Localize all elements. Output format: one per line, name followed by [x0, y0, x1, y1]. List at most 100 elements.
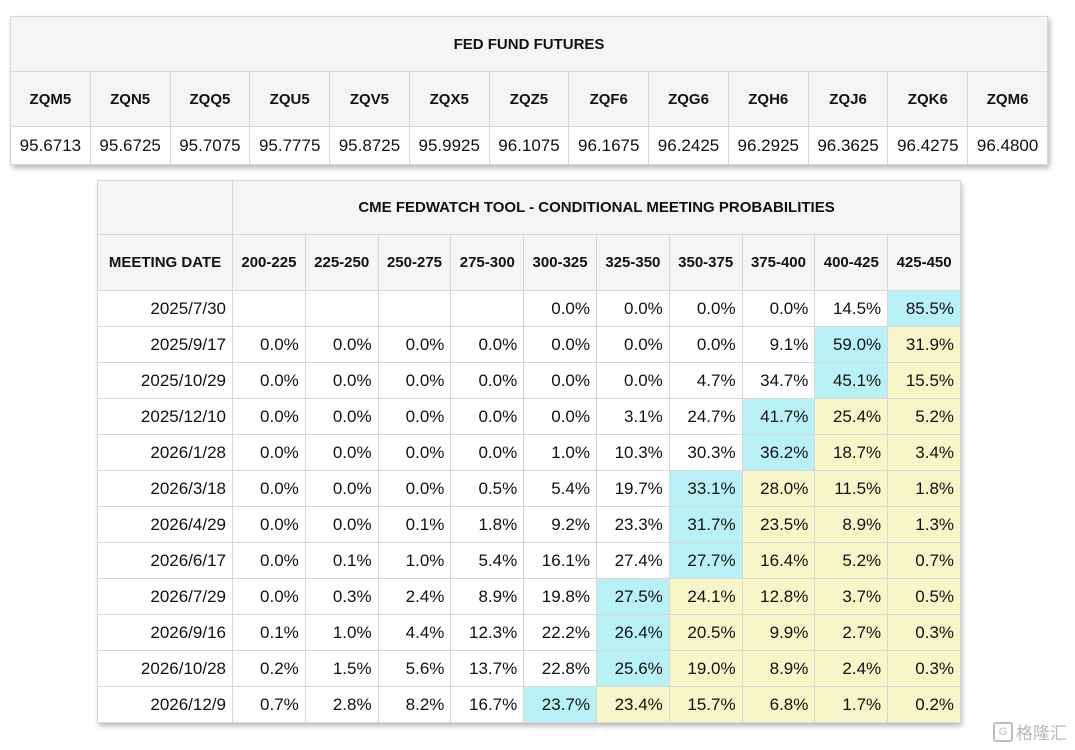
meeting-date: 2026/10/28 [97, 650, 233, 687]
probability-cell: 0.0% [523, 290, 597, 327]
probability-cell: 0.0% [232, 326, 306, 363]
probability-cell: 45.1% [814, 362, 889, 399]
meeting-date: 2026/3/18 [97, 470, 233, 507]
futures-symbol: ZQM5 [10, 71, 91, 127]
probability-cell: 0.3% [887, 650, 962, 687]
probability-cell: 0.0% [232, 578, 306, 615]
probability-cell: 33.1% [668, 470, 743, 507]
probability-cell: 0.0% [232, 506, 306, 543]
probability-cell: 23.7% [523, 686, 597, 723]
meeting-date: 2026/12/9 [97, 686, 233, 723]
probability-cell: 5.2% [887, 398, 962, 435]
probability-cell [304, 290, 379, 327]
futures-symbol: ZQJ6 [807, 71, 889, 127]
probability-cell: 0.0% [450, 434, 525, 471]
meeting-date: 2026/9/16 [97, 614, 233, 651]
futures-symbol: ZQZ5 [488, 71, 570, 127]
probability-cell: 3.4% [887, 434, 962, 471]
probability-cell: 18.7% [814, 434, 889, 471]
probability-cell: 16.7% [450, 686, 525, 723]
probability-cell: 0.2% [232, 650, 306, 687]
probability-cell: 8.9% [814, 506, 889, 543]
probability-cell: 0.5% [450, 470, 525, 507]
meeting-row: 2026/9/16 0.1% 1.0% 4.4% 12.3% 22.2% 26.4% 20.5… [97, 614, 962, 651]
futures-symbol: ZQH6 [727, 71, 809, 127]
probability-cell: 26.4% [595, 614, 670, 651]
futures-symbol: ZQG6 [648, 71, 729, 127]
probability-cell: 0.7% [887, 542, 962, 579]
probability-cell: 12.8% [741, 578, 816, 615]
probability-cell: 0.0% [304, 326, 379, 363]
probability-cell: 1.7% [814, 686, 889, 723]
probability-cell: 0.0% [741, 290, 816, 327]
meeting-row: 2025/7/30 0.0% 0.0% 0.0% 0.0% 14.5% 85.5% [97, 290, 962, 327]
rate-range-header: 350-375 [668, 234, 743, 291]
probability-cell: 23.4% [595, 686, 670, 723]
futures-price: 95.6713 [10, 126, 91, 165]
probability-cell: 0.0% [232, 542, 306, 579]
probability-cell: 19.7% [595, 470, 670, 507]
probability-cell: 0.0% [377, 326, 452, 363]
probability-cell: 0.7% [232, 686, 306, 723]
probability-cell: 2.4% [814, 650, 889, 687]
probability-cell: 16.4% [741, 542, 816, 579]
futures-price: 96.1075 [488, 126, 570, 165]
rate-range-header: 425-450 [887, 234, 962, 291]
probability-cell: 0.0% [595, 290, 670, 327]
futures-symbol: ZQM6 [967, 71, 1048, 127]
probability-cell: 19.8% [523, 578, 597, 615]
probability-cell: 0.3% [304, 578, 379, 615]
meeting-date: 2026/7/29 [97, 578, 233, 615]
meeting-row: 2026/10/28 0.2% 1.5% 5.6% 13.7% 22.8% 25.6% 19.… [97, 650, 962, 687]
probability-cell: 0.0% [304, 398, 379, 435]
rate-range-header: 200-225 [232, 234, 306, 291]
probability-cell: 0.0% [304, 434, 379, 471]
fed-fund-futures-panel: FED FUND FUTURES ZQM5 ZQN5 ZQQ5 ZQU5 ZQV5 ZQX… [10, 16, 1048, 165]
probability-cell: 9.2% [523, 506, 597, 543]
probability-cell: 36.2% [741, 434, 816, 471]
futures-symbol: ZQX5 [408, 71, 490, 127]
probability-cell: 0.1% [232, 614, 306, 651]
probability-cell: 8.9% [450, 578, 525, 615]
probability-cell: 0.0% [668, 290, 743, 327]
probability-cell: 30.3% [668, 434, 743, 471]
meeting-row: 2026/4/29 0.0% 0.0% 0.1% 1.8% 9.2% 23.3% 31.7% 2… [97, 506, 962, 543]
watermark: G 格隆汇 [993, 719, 1067, 744]
rate-range-header: 325-350 [595, 234, 670, 291]
probability-cell: 12.3% [450, 614, 525, 651]
rate-range-header-row: MEETING DATE 200-225 225-250 250-275 275-30… [97, 234, 962, 291]
probability-cell: 34.7% [741, 362, 816, 399]
meeting-date: 2026/6/17 [97, 542, 233, 579]
probability-cell [377, 290, 452, 327]
fedwatch-probabilities-table: CME FEDWATCH TOOL - CONDITIONAL MEETING … [97, 180, 962, 723]
probability-cell: 15.7% [668, 686, 743, 723]
probability-cell: 14.5% [814, 290, 889, 327]
meeting-row: 2026/12/9 0.7% 2.8% 8.2% 16.7% 23.7% 23.4% 15.7… [97, 686, 962, 723]
probability-cell: 0.0% [523, 398, 597, 435]
probability-cell: 22.8% [523, 650, 597, 687]
probability-cell: 0.0% [377, 470, 452, 507]
probability-cell: 4.7% [668, 362, 743, 399]
probability-cell: 1.8% [450, 506, 525, 543]
rate-range-header: 300-325 [523, 234, 597, 291]
probability-cell: 11.5% [814, 470, 889, 507]
futures-price: 96.1675 [568, 126, 650, 165]
probability-cell: 1.8% [887, 470, 962, 507]
meeting-date: 2025/9/17 [97, 326, 233, 363]
probability-cell: 0.0% [523, 362, 597, 399]
futures-symbol: ZQV5 [329, 71, 410, 127]
corner-cell [97, 180, 233, 235]
rate-range-header: 275-300 [450, 234, 525, 291]
probability-cell: 1.0% [523, 434, 597, 471]
probability-cell: 0.0% [668, 326, 743, 363]
futures-price: 95.9925 [408, 126, 490, 165]
meeting-row: 2026/1/28 0.0% 0.0% 0.0% 0.0% 1.0% 10.3% 30.3% 3… [97, 434, 962, 471]
probability-cell: 0.0% [377, 398, 452, 435]
probability-cell: 0.0% [232, 362, 306, 399]
probability-cell: 85.5% [887, 290, 962, 327]
futures-symbol-row: ZQM5 ZQN5 ZQQ5 ZQU5 ZQV5 ZQX5 ZQZ5 ZQF6 ZQG6 ZQH6… [10, 71, 1048, 127]
probability-cell: 0.0% [377, 362, 452, 399]
meeting-row: 2026/7/29 0.0% 0.3% 2.4% 8.9% 19.8% 27.5% 24.1%… [97, 578, 962, 615]
rate-range-header: 250-275 [377, 234, 452, 291]
probability-cell: 5.2% [814, 542, 889, 579]
